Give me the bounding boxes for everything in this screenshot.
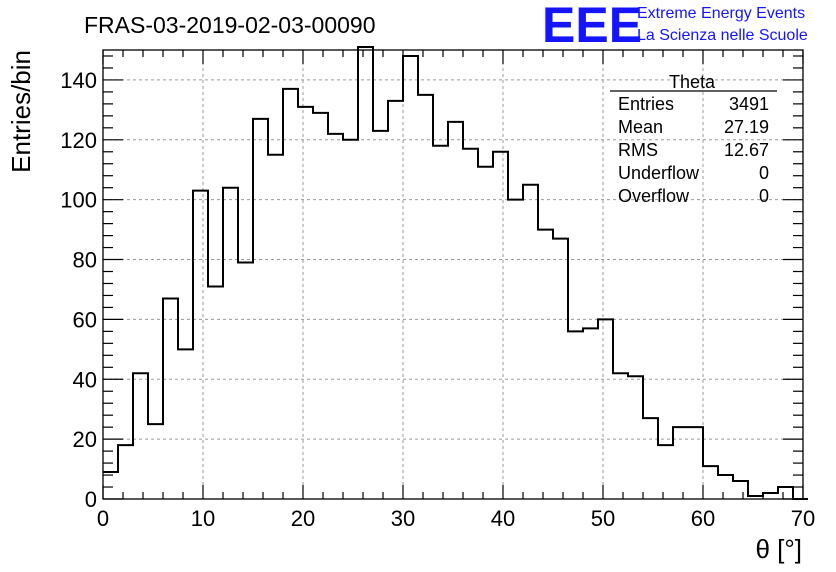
y-tick-label: 120 <box>60 128 97 153</box>
histogram-line <box>103 46 808 500</box>
y-axis-title: Entries/bin <box>6 50 36 173</box>
logo-letters: EEE <box>542 0 642 53</box>
x-tick-label: 0 <box>97 506 109 531</box>
stats-value-overflow: 0 <box>759 186 769 206</box>
x-tick-label: 70 <box>791 506 815 531</box>
y-tick-label: 80 <box>73 248 97 273</box>
stats-label-underflow: Underflow <box>618 163 700 183</box>
y-tick-label: 20 <box>73 427 97 452</box>
x-tick-label: 10 <box>191 506 215 531</box>
stats-title: Theta <box>669 72 716 92</box>
stats-label-overflow: Overflow <box>618 186 690 206</box>
logo-line-2: La Scienza nelle Scuole <box>637 27 808 44</box>
y-tick-label: 60 <box>73 307 97 332</box>
x-tick-label: 40 <box>491 506 515 531</box>
stats-label-mean: Mean <box>618 117 663 137</box>
y-tick-labels: 0 20 40 60 80 100 120 140 <box>60 68 97 512</box>
x-tick-label: 20 <box>291 506 315 531</box>
stats-value-rms: 12.67 <box>724 140 769 160</box>
stats-label-rms: RMS <box>618 140 658 160</box>
grid-lines <box>103 50 803 499</box>
x-tick-label: 50 <box>591 506 615 531</box>
stats-label-entries: Entries <box>618 94 674 114</box>
x-tick-labels: 0 10 20 30 40 50 60 70 <box>97 506 815 531</box>
axis-ticks <box>102 50 804 500</box>
y-tick-label: 100 <box>60 188 97 213</box>
y-tick-label: 0 <box>85 487 97 512</box>
chart-title: FRAS-03-2019-02-03-00090 <box>84 12 376 38</box>
y-tick-label: 140 <box>60 68 97 93</box>
stats-value-mean: 27.19 <box>724 117 769 137</box>
stats-value-underflow: 0 <box>759 163 769 183</box>
stats-box: Theta Entries 3491 Mean 27.19 RMS 12.67 … <box>610 72 777 206</box>
stats-value-entries: 3491 <box>729 94 769 114</box>
y-tick-label: 40 <box>73 367 97 392</box>
x-tick-label: 60 <box>691 506 715 531</box>
logo-line-1: Extreme Energy Events <box>637 5 805 22</box>
x-axis-title: θ [°] <box>755 534 802 564</box>
eee-logo: EEE Extreme Energy Events La Scienza nel… <box>542 0 808 53</box>
plot-frame <box>102 49 804 500</box>
x-tick-label: 30 <box>391 506 415 531</box>
